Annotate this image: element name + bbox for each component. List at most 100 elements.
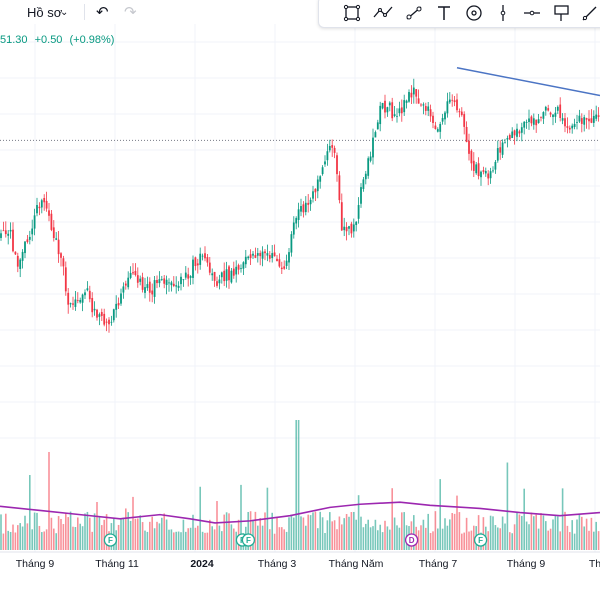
candle-body — [513, 130, 516, 136]
volume-bar — [139, 515, 141, 550]
candle-body — [549, 112, 552, 115]
volume-bar — [324, 533, 326, 550]
volume-bar — [225, 512, 228, 550]
event-marker-F: F — [103, 533, 118, 547]
candle-body — [48, 210, 50, 216]
candle-body — [302, 204, 305, 213]
volume-bar — [425, 527, 427, 550]
rectangle-select-icon[interactable] — [341, 3, 363, 23]
volume-bar — [163, 513, 165, 550]
candle-body — [259, 252, 262, 257]
candle-body — [333, 147, 336, 153]
candle-body — [122, 286, 125, 293]
candle-body — [484, 170, 487, 174]
candle-body — [439, 123, 442, 132]
chevron-down-icon[interactable]: ⌄ — [60, 6, 69, 18]
volume-bar — [360, 516, 362, 550]
circle-target-icon[interactable] — [463, 3, 485, 23]
candle-body — [384, 100, 386, 113]
candle-body — [388, 102, 391, 106]
volume-bar — [182, 519, 185, 550]
volume-bar — [386, 526, 389, 550]
volume-bar — [384, 520, 386, 550]
time-axis-label: Tháng 7 — [419, 558, 458, 570]
candle-body — [0, 233, 2, 238]
price-change-percent: (+0.98%) — [69, 34, 115, 46]
volume-moving-average — [0, 501, 600, 524]
volume-bar — [497, 527, 499, 550]
candle-body — [153, 280, 156, 297]
horizontal-ray-icon[interactable] — [521, 3, 543, 23]
candle-body — [192, 259, 194, 278]
candle-body — [345, 227, 348, 232]
volume-bar — [391, 488, 393, 550]
volume-bar — [590, 517, 593, 550]
volume-bar — [422, 519, 425, 550]
brush-icon[interactable] — [579, 3, 600, 23]
candle-body — [472, 160, 475, 171]
volume-bar — [204, 532, 206, 550]
trendline — [456, 66, 600, 97]
candle-body — [55, 238, 58, 240]
volume-bar — [576, 519, 578, 550]
candle-body — [568, 127, 571, 130]
candle-body — [360, 187, 362, 204]
candle-body — [57, 239, 60, 255]
candle-body — [148, 281, 151, 293]
volume-bar — [149, 521, 151, 550]
volume-bar — [81, 526, 84, 550]
candlestick-series[interactable] — [0, 78, 600, 333]
volume-ma-line — [0, 501, 600, 524]
candle-body — [7, 233, 10, 236]
candle-body — [189, 276, 192, 278]
trendline-icon[interactable] — [403, 3, 425, 23]
event-markers[interactable]: FFFDF — [103, 533, 488, 547]
text-icon[interactable] — [433, 3, 455, 23]
candle-body — [554, 112, 557, 117]
vertical-line-icon[interactable] — [492, 3, 514, 23]
candle-body — [424, 106, 427, 111]
time-axis-label: Tháng 3 — [258, 558, 297, 570]
candle-body — [9, 229, 12, 232]
trendline-drawing[interactable] — [456, 66, 600, 97]
last-price: 51.30 — [0, 34, 28, 46]
redo-icon[interactable]: ↷ — [124, 4, 137, 21]
volume-bar — [50, 517, 53, 550]
candle-body — [168, 282, 170, 284]
volume-bar — [223, 514, 225, 550]
candle-body — [225, 269, 228, 281]
volume-bar — [473, 525, 475, 550]
candle-body — [340, 202, 343, 231]
volume-bar — [465, 517, 468, 550]
volume-bar — [381, 532, 384, 550]
volume-bar — [101, 525, 103, 550]
volume-bar — [547, 530, 549, 550]
volume-bar — [492, 516, 494, 550]
volume-bar — [566, 525, 569, 550]
candle-body — [508, 134, 511, 140]
candle-body — [477, 163, 480, 177]
undo-icon[interactable]: ↶ — [96, 4, 109, 21]
profile-dropdown-label[interactable]: Hồ sơ — [27, 4, 63, 20]
flag-icon[interactable] — [550, 3, 572, 23]
candle-body — [127, 277, 130, 288]
candle-body — [81, 294, 84, 303]
candle-body — [588, 118, 590, 122]
volume-bar — [578, 513, 581, 550]
candle-body — [100, 312, 103, 316]
candle-body — [451, 99, 454, 101]
candle-body — [324, 161, 326, 165]
candle-body — [544, 106, 547, 111]
candle-body — [595, 114, 598, 119]
candle-body — [177, 285, 180, 288]
volume-bar — [261, 525, 264, 550]
candle-body — [62, 258, 65, 267]
volume-bar — [233, 528, 235, 550]
candle-body — [364, 173, 367, 180]
candle-body — [264, 251, 266, 254]
polyline-icon[interactable] — [372, 3, 394, 23]
candle-body — [158, 279, 161, 284]
candle-body — [206, 257, 209, 263]
volume-bar — [449, 519, 451, 550]
